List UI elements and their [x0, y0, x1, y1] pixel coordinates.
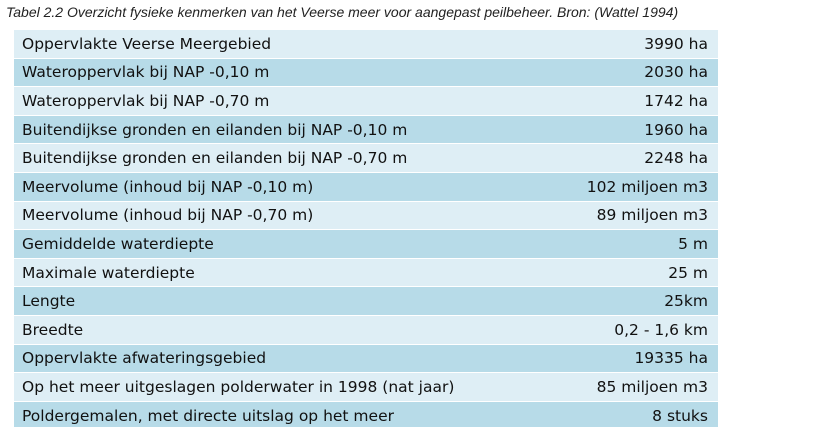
table-row: Oppervlakte Veerse Meergebied 3990 ha: [14, 30, 718, 59]
table-row: Breedte 0,2 - 1,6 km: [14, 315, 718, 345]
table-row: Oppervlakte afwateringsgebied 19335 ha: [14, 344, 718, 374]
row-label: Buitendijkse gronden en eilanden bij NAP…: [22, 149, 408, 168]
row-value: 89 miljoen m3: [596, 206, 708, 225]
row-value: 0,2 - 1,6 km: [614, 320, 708, 339]
row-value: 1960 ha: [644, 120, 708, 139]
table-row: Meervolume (inhoud bij NAP -0,10 m) 102 …: [14, 172, 718, 202]
row-label: Meervolume (inhoud bij NAP -0,10 m): [22, 177, 314, 196]
table-row: Op het meer uitgeslagen polderwater in 1…: [14, 373, 718, 402]
row-value: 5 m: [678, 234, 708, 253]
row-label: Oppervlakte Veerse Meergebied: [22, 34, 272, 53]
row-label: Poldergemalen, met directe uitslag op he…: [22, 406, 394, 425]
row-value: 19335 ha: [634, 349, 708, 368]
table-row: Buitendijkse gronden en eilanden bij NAP…: [14, 115, 718, 145]
row-label: Wateroppervlak bij NAP -0,70 m: [22, 91, 270, 110]
row-label: Wateroppervlak bij NAP -0,10 m: [22, 63, 270, 82]
row-label: Meervolume (inhoud bij NAP -0,70 m): [22, 206, 314, 225]
table-row: Maximale waterdiepte 25 m: [14, 258, 718, 288]
row-value: 2030 ha: [644, 63, 708, 82]
row-label: Maximale waterdiepte: [22, 263, 195, 282]
table-row: Wateroppervlak bij NAP -0,70 m 1742 ha: [14, 87, 718, 116]
table-caption: Tabel 2.2 Overzicht fysieke kenmerken va…: [6, 4, 679, 20]
table-row: Buitendijkse gronden en eilanden bij NAP…: [14, 144, 718, 173]
row-value: 25km: [664, 292, 708, 311]
row-label: Oppervlakte afwateringsgebied: [22, 349, 267, 368]
table-row: Wateroppervlak bij NAP -0,10 m 2030 ha: [14, 58, 718, 88]
row-value: 25 m: [668, 263, 708, 282]
table-row: Meervolume (inhoud bij NAP -0,70 m) 89 m…: [14, 201, 718, 231]
row-value: 3990 ha: [644, 34, 708, 53]
characteristics-table: Oppervlakte Veerse Meergebied 3990 ha Wa…: [14, 30, 718, 427]
row-label: Lengte: [22, 292, 76, 311]
row-value: 102 miljoen m3: [586, 177, 708, 196]
row-label: Gemiddelde waterdiepte: [22, 234, 214, 253]
row-label: Breedte: [22, 320, 84, 339]
table-row: Gemiddelde waterdiepte 5 m: [14, 230, 718, 259]
row-value: 2248 ha: [644, 149, 708, 168]
table-row: Lengte 25km: [14, 287, 718, 316]
row-value: 85 miljoen m3: [596, 377, 708, 396]
row-label: Buitendijkse gronden en eilanden bij NAP…: [22, 120, 408, 139]
table-row: Poldergemalen, met directe uitslag op he…: [14, 401, 718, 427]
row-value: 1742 ha: [644, 91, 708, 110]
row-value: 8 stuks: [652, 406, 708, 425]
row-label: Op het meer uitgeslagen polderwater in 1…: [22, 377, 455, 396]
